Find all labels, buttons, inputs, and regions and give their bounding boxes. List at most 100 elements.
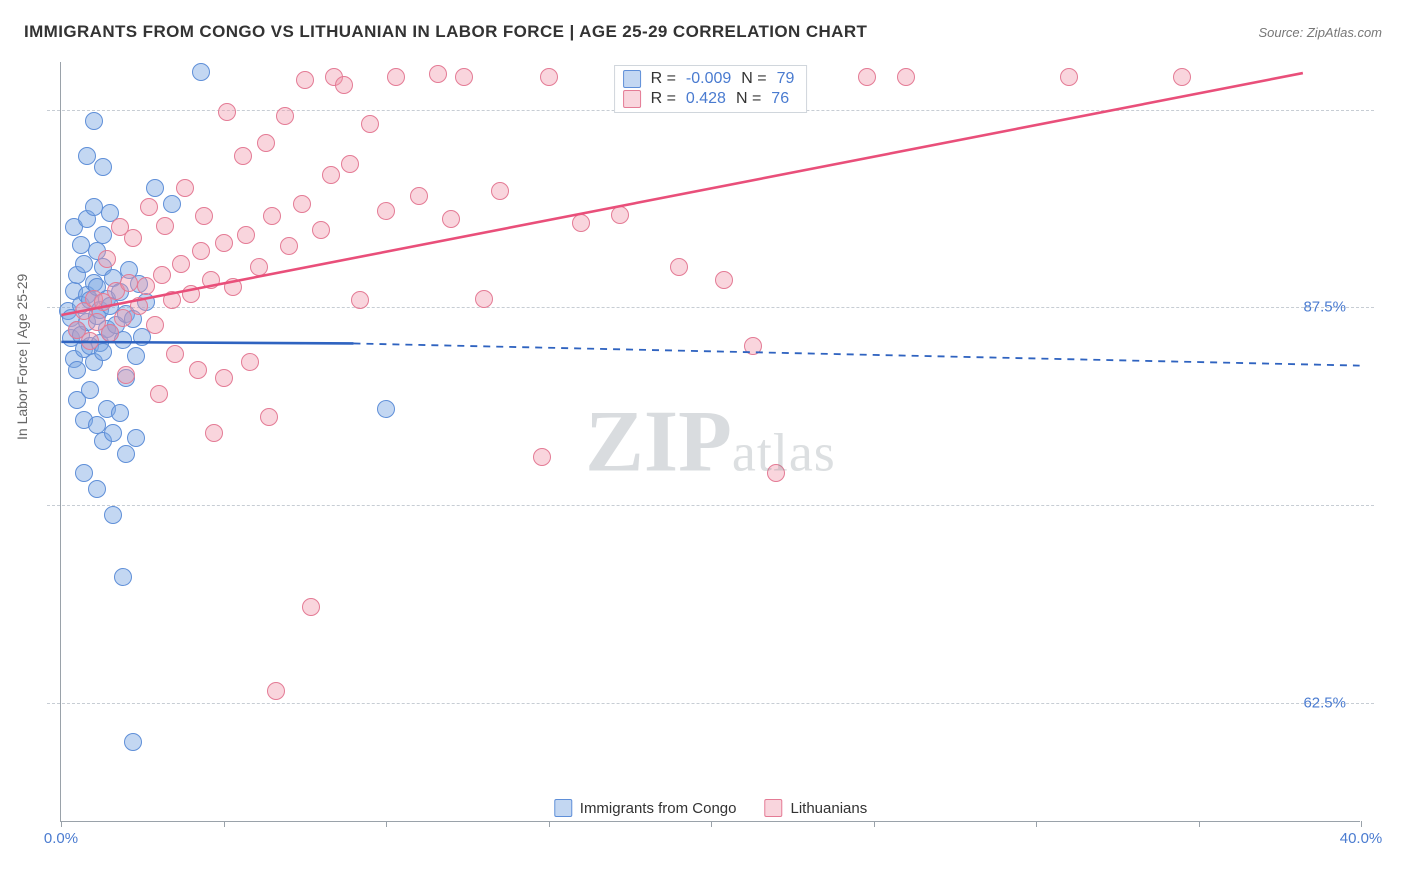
r-value-congo: -0.009	[686, 70, 731, 88]
data-point-lith	[276, 107, 294, 125]
data-point-congo	[377, 400, 395, 418]
data-point-lith	[491, 182, 509, 200]
data-point-lith	[189, 361, 207, 379]
plot-area: ZIP atlas R = -0.009 N = 79 R = 0.428 N …	[60, 62, 1360, 822]
data-point-lith	[475, 290, 493, 308]
data-point-lith	[205, 424, 223, 442]
source-credit: Source: ZipAtlas.com	[1258, 25, 1382, 40]
data-point-lith	[237, 226, 255, 244]
r-value-lith: 0.428	[686, 90, 726, 108]
data-point-lith	[176, 179, 194, 197]
data-point-lith	[117, 366, 135, 384]
x-tick	[224, 821, 225, 827]
data-point-lith	[215, 369, 233, 387]
x-tick	[386, 821, 387, 827]
data-point-lith	[335, 76, 353, 94]
data-point-lith	[140, 198, 158, 216]
data-point-lith	[250, 258, 268, 276]
data-point-lith	[410, 187, 428, 205]
series-legend: Immigrants from Congo Lithuanians	[554, 799, 867, 817]
data-point-lith	[224, 278, 242, 296]
data-point-lith	[260, 408, 278, 426]
data-point-congo	[127, 347, 145, 365]
watermark: ZIP atlas	[585, 391, 836, 492]
data-point-lith	[81, 332, 99, 350]
data-point-congo	[68, 361, 86, 379]
data-point-lith	[670, 258, 688, 276]
n-value-congo: 79	[777, 70, 795, 88]
legend-label-lith: Lithuanians	[790, 800, 867, 817]
data-point-lith	[156, 217, 174, 235]
legend-item-lith: Lithuanians	[764, 799, 867, 817]
data-point-lith	[257, 134, 275, 152]
stats-legend: R = -0.009 N = 79 R = 0.428 N = 76	[614, 65, 808, 113]
data-point-congo	[94, 226, 112, 244]
data-point-congo	[111, 404, 129, 422]
data-point-congo	[192, 63, 210, 81]
data-point-lith	[744, 337, 762, 355]
legend-item-congo: Immigrants from Congo	[554, 799, 737, 817]
data-point-lith	[267, 682, 285, 700]
data-point-lith	[192, 242, 210, 260]
data-point-lith	[153, 266, 171, 284]
data-point-lith	[361, 115, 379, 133]
x-tick	[1036, 821, 1037, 827]
n-label: N =	[736, 90, 761, 108]
n-label: N =	[741, 70, 766, 88]
x-tick	[1361, 821, 1362, 827]
data-point-congo	[94, 158, 112, 176]
data-point-congo	[75, 464, 93, 482]
data-point-lith	[150, 385, 168, 403]
r-label: R =	[651, 70, 676, 88]
data-point-lith	[114, 309, 132, 327]
data-point-congo	[104, 424, 122, 442]
data-point-lith	[897, 68, 915, 86]
data-point-lith	[1173, 68, 1191, 86]
data-point-congo	[146, 179, 164, 197]
data-point-lith	[322, 166, 340, 184]
chart-title: IMMIGRANTS FROM CONGO VS LITHUANIAN IN L…	[24, 22, 867, 42]
swatch-lith-icon	[623, 90, 641, 108]
data-point-lith	[137, 277, 155, 295]
gridline	[47, 703, 1374, 704]
title-bar: IMMIGRANTS FROM CONGO VS LITHUANIAN IN L…	[24, 18, 1382, 46]
data-point-lith	[302, 598, 320, 616]
y-tick-label: 62.5%	[1303, 695, 1346, 712]
data-point-lith	[540, 68, 558, 86]
swatch-congo-icon	[623, 70, 641, 88]
data-point-lith	[124, 229, 142, 247]
data-point-lith	[166, 345, 184, 363]
data-point-lith	[1060, 68, 1078, 86]
data-point-lith	[195, 207, 213, 225]
data-point-lith	[172, 255, 190, 273]
data-point-congo	[163, 195, 181, 213]
x-tick	[549, 821, 550, 827]
data-point-lith	[241, 353, 259, 371]
data-point-lith	[611, 206, 629, 224]
data-point-lith	[98, 250, 116, 268]
n-value-lith: 76	[771, 90, 789, 108]
data-point-lith	[215, 234, 233, 252]
swatch-congo-icon	[554, 799, 572, 817]
data-point-lith	[455, 68, 473, 86]
data-point-lith	[442, 210, 460, 228]
data-point-congo	[124, 733, 142, 751]
gridline	[47, 307, 1374, 308]
data-point-lith	[182, 285, 200, 303]
stats-legend-row-congo: R = -0.009 N = 79	[623, 70, 795, 88]
data-point-congo	[78, 147, 96, 165]
data-point-congo	[85, 112, 103, 130]
stats-legend-row-lith: R = 0.428 N = 76	[623, 90, 795, 108]
data-point-lith	[202, 271, 220, 289]
correlation-chart: IMMIGRANTS FROM CONGO VS LITHUANIAN IN L…	[0, 0, 1406, 892]
data-point-lith	[533, 448, 551, 466]
data-point-lith	[293, 195, 311, 213]
y-axis-label: In Labor Force | Age 25-29	[14, 274, 30, 440]
x-tick	[874, 821, 875, 827]
data-point-lith	[572, 214, 590, 232]
data-point-congo	[114, 568, 132, 586]
gridline	[47, 505, 1374, 506]
data-point-congo	[104, 506, 122, 524]
data-point-lith	[858, 68, 876, 86]
data-point-lith	[163, 291, 181, 309]
